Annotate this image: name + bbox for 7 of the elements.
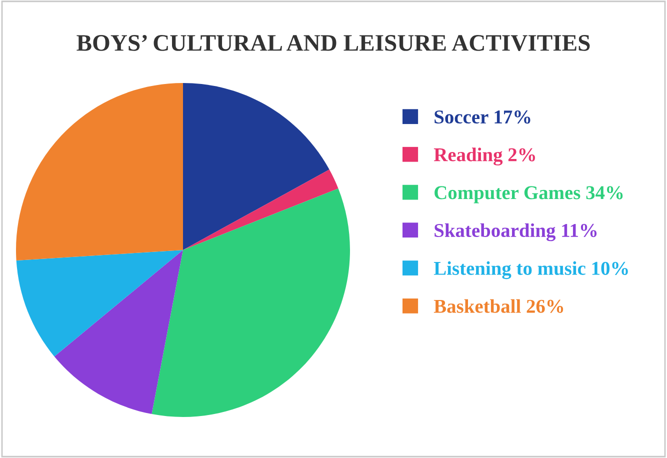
chart-title: BOYS’ CULTURAL AND LEISURE ACTIVITIES (76, 34, 590, 52)
legend-label: Basketball 26% (434, 299, 564, 313)
legend-label: Listening to music 10% (434, 261, 628, 280)
legend-label: Skateboarding 11% (434, 223, 597, 242)
legend-label: Reading 2% (434, 148, 535, 166)
legend-label: Soccer 17% (434, 110, 530, 124)
legend-label: Computer Games 34% (434, 186, 623, 204)
